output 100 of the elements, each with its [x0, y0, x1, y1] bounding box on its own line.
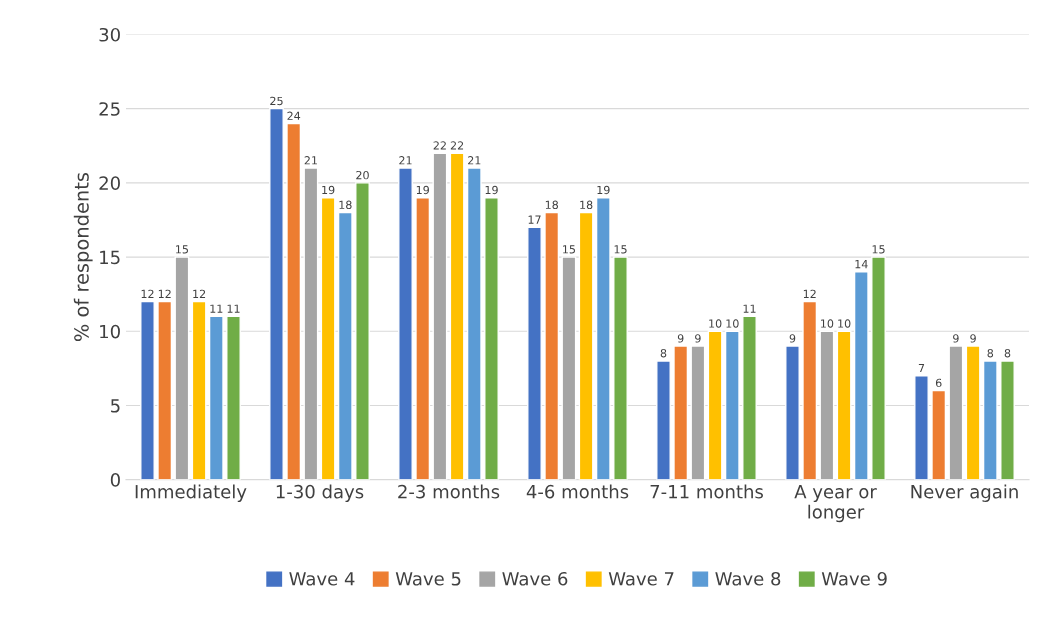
data-label: 21 [304, 156, 317, 165]
bar [690, 345, 706, 480]
bar [931, 389, 947, 480]
legend-label: Wave 4 [289, 572, 355, 586]
data-label: 21 [468, 156, 481, 165]
bar [157, 300, 173, 480]
x-tick-label: Immediately [135, 484, 247, 502]
bar [484, 197, 499, 480]
bar [724, 330, 740, 480]
x-tick-label: A year or longer [794, 485, 877, 523]
bar [742, 315, 757, 480]
bar [527, 226, 542, 480]
bar [398, 167, 413, 480]
data-label: 9 [953, 334, 959, 343]
data-label: 19 [416, 185, 429, 195]
legend-label: Wave 6 [502, 571, 568, 586]
x-tick-label: 1-30 days [276, 484, 364, 502]
bar [1000, 360, 1015, 480]
data-label: 12 [158, 289, 171, 298]
data-label: 17 [528, 215, 541, 224]
bar [449, 152, 465, 480]
data-label: 19 [597, 185, 610, 195]
data-label: 7 [918, 363, 925, 373]
bar [561, 256, 577, 480]
data-label: 10 [709, 319, 722, 328]
bar [673, 345, 689, 480]
bar [578, 211, 594, 480]
data-label: 15 [176, 245, 188, 254]
data-label: 22 [433, 141, 446, 150]
bar [466, 167, 482, 480]
bar [965, 345, 981, 480]
data-label: 18 [339, 200, 352, 210]
legend-label: Wave 7 [608, 572, 674, 586]
data-label: 15 [563, 245, 575, 254]
y-axis-title: % of respondents [73, 172, 93, 342]
data-label: 11 [227, 304, 240, 313]
data-label: 18 [545, 200, 559, 210]
bar [802, 300, 818, 480]
bar [415, 197, 431, 480]
x-tick-label: 2-3 months [398, 484, 500, 499]
bar [226, 315, 241, 480]
bar [320, 197, 336, 480]
y-tick-label: 5 [111, 399, 120, 413]
y-tick-label: 15 [100, 250, 120, 265]
y-tick-label: 30 [99, 27, 120, 42]
data-label: 12 [141, 289, 154, 298]
bar [355, 182, 370, 480]
x-tick-label: Never again [911, 484, 1018, 502]
bar [595, 197, 611, 480]
legend-label: Wave 8 [715, 571, 781, 586]
x-tick-label: 7-11 months [650, 484, 763, 499]
data-label: 15 [614, 245, 627, 254]
bar [432, 152, 448, 480]
y-tick-label: 0 [110, 473, 120, 487]
bar [948, 345, 964, 480]
bar [707, 330, 723, 480]
bar [174, 256, 190, 480]
legend-label: Wave 5 [395, 572, 461, 586]
bar [836, 330, 852, 480]
data-label: 12 [193, 289, 206, 298]
data-label: 21 [399, 156, 412, 165]
bar [613, 256, 628, 480]
data-label: 25 [270, 96, 283, 106]
data-label: 19 [322, 185, 335, 195]
data-label: 10 [821, 319, 834, 328]
legend-label: Wave 9 [821, 571, 887, 586]
bar [914, 375, 929, 480]
data-label: 24 [287, 111, 301, 120]
bar [656, 360, 671, 480]
bar [785, 345, 800, 480]
bar [208, 315, 224, 480]
data-label: 10 [726, 319, 739, 328]
bar [871, 256, 886, 480]
data-label: 8 [1004, 349, 1011, 358]
bar [544, 211, 560, 480]
data-label: 9 [789, 334, 796, 343]
x-tick-label: 4-6 months [526, 484, 629, 499]
data-label: 14 [855, 260, 868, 269]
bar [853, 271, 869, 480]
data-label: 8 [987, 349, 994, 358]
y-tick-label: 25 [99, 102, 120, 116]
y-tick-label: 10 [100, 324, 120, 339]
data-label: 18 [580, 200, 593, 210]
bar [303, 167, 319, 480]
data-label: 9 [695, 334, 701, 343]
data-label: 15 [872, 245, 885, 254]
data-label: 8 [660, 349, 667, 358]
bar [191, 300, 207, 480]
bar [140, 300, 155, 480]
bar [337, 211, 353, 480]
data-label: 9 [677, 334, 684, 343]
data-label: 12 [803, 289, 816, 298]
data-label: 20 [356, 170, 369, 180]
data-label: 10 [838, 319, 851, 328]
bar [982, 360, 998, 480]
bar [819, 330, 835, 480]
bar [269, 107, 284, 480]
data-label: 11 [743, 304, 756, 313]
data-label: 6 [935, 378, 942, 388]
data-label: 19 [485, 185, 498, 195]
